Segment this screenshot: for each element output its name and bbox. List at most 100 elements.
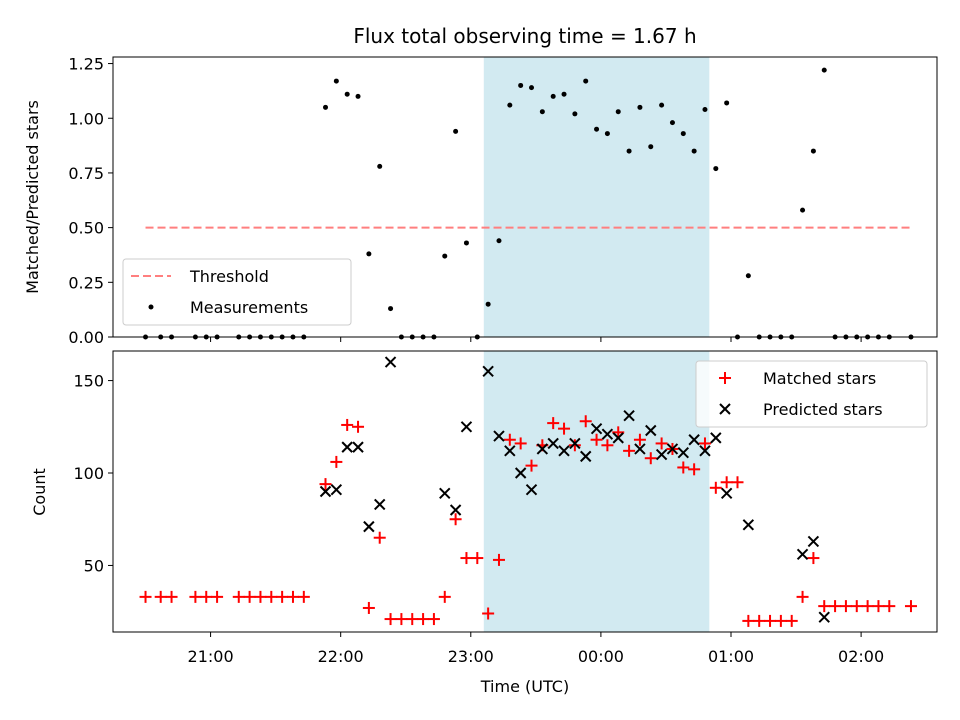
top-panel: 0.00 0.25 0.50 0.75 1.00 1.25 Matched/Predict… [23,55,938,347]
predicted-star-point [449,504,462,516]
chart-title: Flux total observing time = 1.67 h [353,24,696,48]
matched-star-point [514,437,527,450]
matched-star-point [883,600,896,613]
measurement-point [388,306,394,312]
x-tick-label: 02:00 [838,647,884,666]
measurement-point [702,107,708,112]
predicted-star-point [482,365,494,378]
matched-star-point [330,455,343,468]
matched-star-point [796,590,809,603]
predicted-star-point [742,519,755,531]
measurement-point [745,273,751,279]
x-axis-label: Time (UTC) [480,677,569,696]
measurement-point [648,144,654,150]
predicted-star-point [807,535,820,548]
matched-star-point [698,437,711,450]
matched-star-point [341,418,354,431]
measurement-point [344,91,350,97]
predicted-star-point [688,434,700,446]
predicted-star-point [352,441,364,453]
legend-predicted-label: Predicted stars [763,400,883,419]
matched-star-point [785,614,798,627]
measurement-point [583,78,589,84]
measurement-point [355,93,361,99]
predicted-star-point [547,437,559,450]
measurement-point [453,128,459,134]
top-legend-frame [122,258,352,326]
legend-measurements-label: Measurements [190,298,308,317]
measurement-point [604,131,610,137]
matched-star-point [872,600,885,613]
measurement-point [496,238,502,244]
matched-star-point [139,590,152,603]
x-tick-label: 01:00 [708,647,754,666]
measurement-point [518,82,524,88]
matched-star-point [850,600,863,613]
bottom-legend: Matched stars Predicted stars [695,360,928,428]
matched-star-point [297,590,310,603]
measurement-point [637,104,643,110]
matched-star-point [677,461,690,474]
matched-star-point [590,433,603,446]
bottom-highlight-span [483,351,710,632]
measurement-point [561,91,567,97]
matched-star-point [655,437,668,450]
predicted-star-point [710,432,722,444]
measurement-point [529,85,535,91]
matched-star-point [373,531,386,544]
predicted-star-point [645,424,657,437]
measurement-point [659,102,665,108]
top-y-tick-label: 0.25 [68,273,104,292]
measurement-point [377,163,383,169]
bottom-plot-frame [112,350,938,633]
top-y-axis-label: Matched/Predicted stars [23,100,42,294]
predicted-star-point [720,487,733,500]
predicted-star-point [525,483,538,496]
matched-star-point [904,600,917,613]
predicted-star-point [612,432,624,444]
matched-star-point [731,476,744,489]
matched-star-point [503,433,516,446]
measurement-point [810,148,816,154]
matched-star-point [709,481,722,494]
matched-star-point [547,417,560,430]
matched-star-point [384,613,397,626]
matched-star-point [471,552,484,565]
measurement-point [680,131,686,137]
top-y-tick-label: 1.25 [68,55,104,74]
measurement-point [691,148,697,154]
matched-star-point [276,590,289,603]
legend-measurements-swatch [148,304,154,310]
matched-star-point [861,600,874,613]
predicted-star-point [374,498,386,511]
matched-star-point [406,613,419,626]
matched-star-point [720,476,733,489]
measurement-point [594,126,600,132]
predicted-star-point [319,485,332,498]
top-y-tick-label: 0.50 [68,219,104,238]
matched-star-point [839,600,852,613]
matched-star-point [362,601,375,614]
predicted-star-point [384,356,397,368]
matched-star-point [568,439,581,452]
predicted-star-point [363,520,375,533]
matched-star-point [352,420,365,433]
matched-star-point [165,590,178,603]
measurement-point [669,120,675,126]
predicted-star-point [504,445,516,457]
predicted-star-point [796,548,809,561]
x-tick-label: 21:00 [188,647,234,666]
matched-star-point [807,552,820,565]
x-tick-label: 23:00 [448,647,494,666]
legend-matched-swatch [719,372,731,384]
matched-star-point [742,614,755,627]
measurement-point [800,207,806,213]
matched-star-point [753,614,766,627]
matched-star-point [579,415,592,428]
bottom-y-tick-label: 50 [84,556,104,575]
top-plot-frame [112,56,938,338]
measurement-point [507,102,513,108]
predicted-star-point [677,446,690,459]
legend-threshold-label: Threshold [189,267,269,286]
